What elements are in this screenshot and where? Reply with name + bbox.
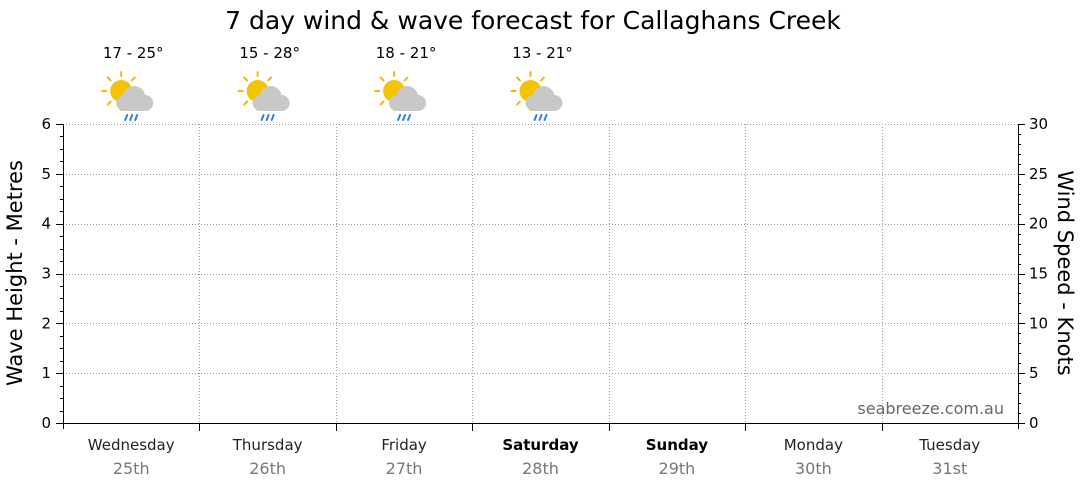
date-label: 30th — [795, 459, 832, 478]
left-tick-label: 1 — [41, 364, 51, 382]
left-axis-title: Wave Height - Metres — [3, 160, 27, 386]
date-label: 29th — [659, 459, 696, 478]
right-axis-title: Wind Speed - Knots — [1053, 170, 1077, 375]
left-tick-label: 4 — [41, 215, 51, 233]
left-tick-label: 6 — [41, 115, 51, 133]
grid-lines — [63, 124, 1018, 423]
left-tick-label: 3 — [41, 265, 51, 283]
right-tick-label: 15 — [1029, 265, 1048, 283]
sun-cloud-rain-icon — [510, 71, 563, 121]
day-label: Saturday — [502, 436, 579, 454]
right-tick-label: 0 — [1029, 414, 1039, 432]
right-tick-label: 25 — [1029, 165, 1048, 183]
left-tick-label: 0 — [41, 414, 51, 432]
day-label: Monday — [784, 436, 843, 454]
temperature-range: 18 - 21° — [376, 44, 437, 62]
daily-weather: 17 - 25° 15 - 28° 18 - 21° 13 - 21° — [101, 44, 573, 121]
date-label: 27th — [386, 459, 423, 478]
left-tick-label: 2 — [41, 314, 51, 332]
date-label: 26th — [249, 459, 286, 478]
date-label: 31st — [932, 459, 967, 478]
day-label: Friday — [381, 436, 427, 454]
right-tick-label: 30 — [1029, 115, 1048, 133]
sun-cloud-rain-icon — [237, 71, 290, 121]
right-axis-ticks: 0 5 10 15 20 25 30 — [1018, 115, 1048, 432]
axes — [63, 124, 1019, 431]
temperature-range: 15 - 28° — [239, 44, 300, 62]
right-tick-label: 10 — [1029, 314, 1048, 332]
right-tick-label: 5 — [1029, 364, 1039, 382]
sun-cloud-rain-icon — [374, 71, 427, 121]
left-axis-ticks: 0 1 2 3 4 5 6 — [41, 115, 63, 432]
day-label: Tuesday — [918, 436, 980, 454]
day-label: Thursday — [232, 436, 303, 454]
date-label: 28th — [522, 459, 559, 478]
watermark: seabreeze.com.au — [857, 399, 1004, 418]
temperature-range: 17 - 25° — [103, 44, 164, 62]
day-label: Sunday — [646, 436, 709, 454]
left-tick-label: 5 — [41, 165, 51, 183]
right-tick-label: 20 — [1029, 215, 1048, 233]
date-label: 25th — [113, 459, 150, 478]
day-label: Wednesday — [88, 436, 175, 454]
chart-title: 7 day wind & wave forecast for Callaghan… — [225, 6, 841, 35]
x-axis-day-labels: Wednesday 25th Thursday 26th Friday 27th Satur… — [88, 436, 981, 478]
temperature-range: 13 - 21° — [512, 44, 573, 62]
sun-cloud-rain-icon — [101, 71, 154, 121]
